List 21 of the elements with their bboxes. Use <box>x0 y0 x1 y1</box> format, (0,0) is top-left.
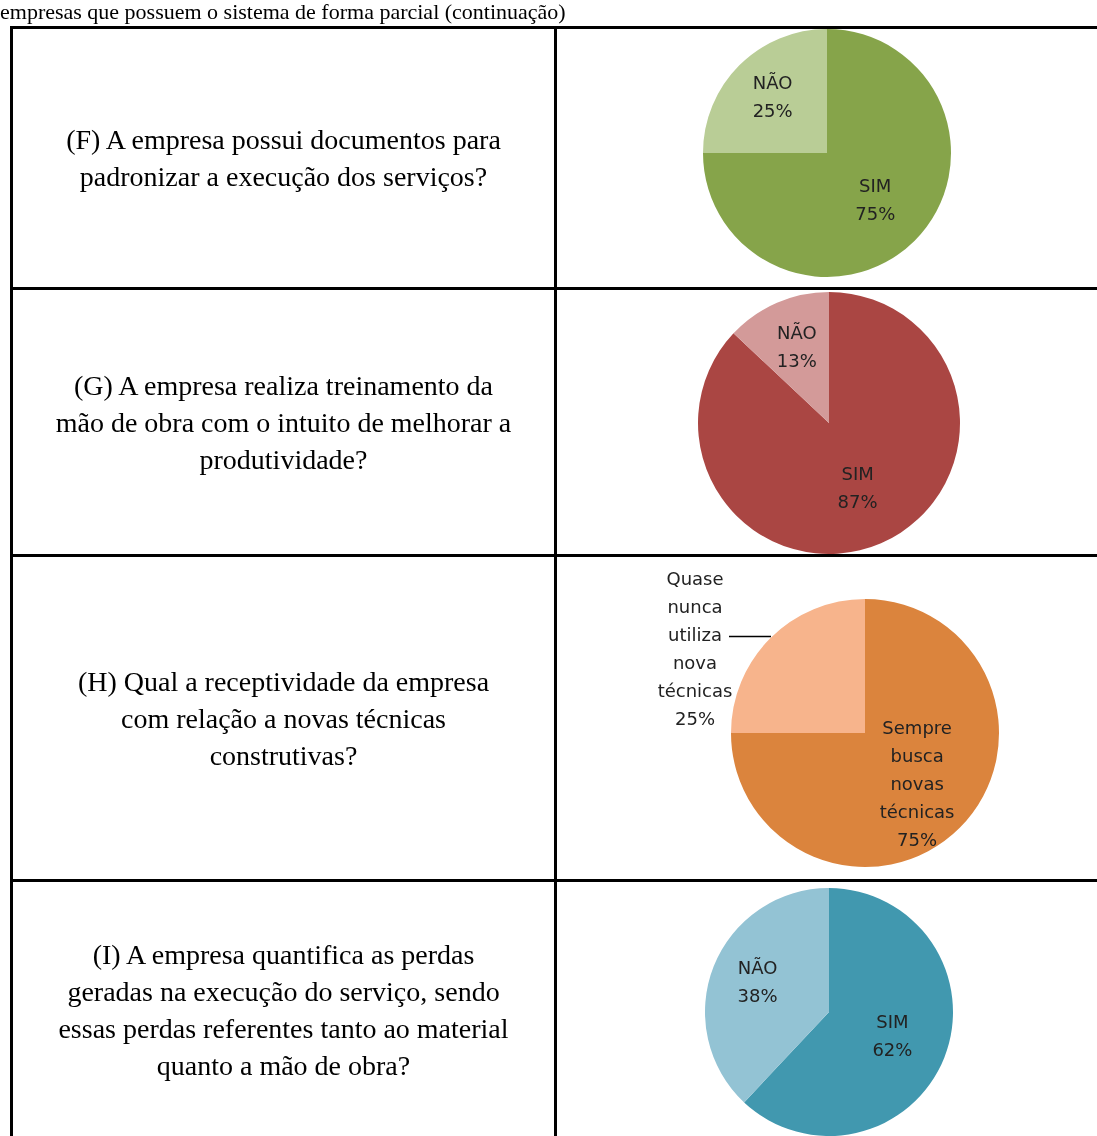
slice-label: NÃO <box>752 72 793 94</box>
slice-label: SIM <box>859 174 892 196</box>
data-label: 38% <box>737 985 778 1007</box>
text: (I) A empresa quantifica as perdas geradas na execução do serviço, sendo essas perdas referentes tanto ao material quanto a mão de obra? <box>57 937 510 1083</box>
slice-label: NÃO <box>776 322 817 344</box>
data-label: 75% <box>855 202 896 224</box>
slice-label: NÃO <box>737 957 778 979</box>
slice-label: SIM <box>841 462 874 484</box>
data-label: 25% <box>752 100 793 122</box>
data-label: 13% <box>776 350 817 372</box>
slice-label: Sempre busca novas técnicas <box>879 716 955 822</box>
data-label: 75% <box>897 828 938 850</box>
data-label: 62% <box>872 1038 913 1060</box>
text: (H) Qual a receptividade da empresa com relação a novas técnicas construtivas? <box>76 664 491 773</box>
text: (F) A empresa possui documentos para padronizar a execução dos serviços? <box>65 123 502 194</box>
data-label: 87% <box>837 490 878 512</box>
slice-label: Quase nunca utiliza nova técnicas <box>657 568 733 702</box>
data-label: 25% <box>674 708 716 730</box>
text: empresas que possuem o sistema de forma parcial (continuação) <box>0 0 566 24</box>
text: (G) A empresa realiza treinamento da mão de obra com o intuito de melhorar a produtividade? <box>54 368 513 477</box>
slice-label: SIM <box>876 1010 909 1032</box>
